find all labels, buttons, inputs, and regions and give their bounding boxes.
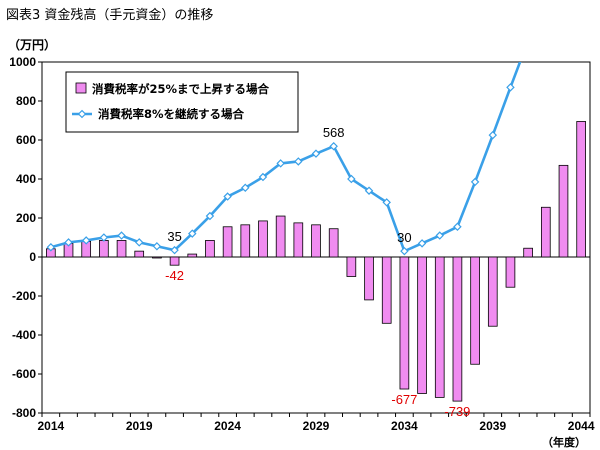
- line-marker: [241, 183, 250, 193]
- line-marker: [223, 192, 232, 201]
- bar: [116, 240, 127, 258]
- data-label: 35: [167, 229, 181, 244]
- bar: [381, 256, 392, 324]
- y-tick-label: -200: [12, 289, 36, 303]
- bar: [346, 256, 357, 277]
- x-tick-label: 2014: [37, 419, 64, 433]
- chart-title: 図表3 資金残高（手元資金）の推移: [6, 8, 214, 23]
- bar: [311, 224, 321, 258]
- bar: [328, 228, 339, 258]
- bar: [187, 253, 198, 258]
- y-tick-label: 600: [16, 133, 36, 147]
- y-tick-label: 1000: [9, 55, 36, 69]
- line-marker: [188, 229, 197, 238]
- line-marker: [347, 174, 356, 184]
- line-marker: [46, 243, 56, 252]
- line-marker: [329, 141, 338, 151]
- bar: [99, 240, 109, 258]
- line-marker: [435, 231, 444, 240]
- bar: [399, 256, 410, 390]
- plot-frame: [41, 61, 591, 414]
- line-marker: [470, 177, 480, 187]
- legend-label-line: 消費税率8%を継続する場合: [98, 107, 245, 121]
- line-marker: [506, 83, 515, 92]
- series-line: [50, 62, 522, 253]
- bar: [364, 256, 374, 301]
- data-label: -739: [444, 404, 470, 419]
- line-marker: [382, 198, 391, 207]
- data-label: 568: [323, 125, 345, 140]
- x-unit-label: （年度）: [542, 435, 586, 449]
- x-tick-label: 2044: [568, 419, 595, 433]
- line-marker: [134, 238, 144, 247]
- line-marker: [311, 149, 321, 158]
- line-marker: [64, 238, 73, 247]
- line-marker: [276, 159, 285, 168]
- line-marker: [205, 211, 215, 221]
- line-marker: [364, 186, 374, 195]
- x-tick-label: 2034: [391, 419, 418, 433]
- bar: [452, 256, 463, 402]
- y-unit-label: （万円）: [8, 38, 57, 52]
- line-marker: [81, 236, 91, 245]
- y-tick-label: 0: [29, 250, 36, 264]
- bar: [205, 240, 215, 258]
- bar: [293, 222, 304, 258]
- y-tick-label: -600: [12, 367, 36, 381]
- legend-box: [65, 71, 299, 133]
- y-tick-label: -800: [12, 406, 36, 420]
- bar: [275, 215, 286, 258]
- bar: [558, 164, 569, 258]
- x-tick-label: 2029: [303, 419, 330, 433]
- y-tick-label: -400: [12, 328, 36, 342]
- line-marker: [488, 130, 498, 140]
- x-tick-label: 2019: [126, 419, 153, 433]
- bar: [169, 256, 180, 266]
- line-marker: [294, 157, 303, 166]
- legend-label-bar: 消費税率が25%まで上昇する場合: [92, 82, 270, 96]
- bar: [470, 256, 480, 365]
- bar: [222, 226, 233, 258]
- line-marker: [400, 246, 409, 256]
- bar: [523, 247, 533, 258]
- bar: [576, 121, 586, 258]
- y-tick-label: 800: [16, 94, 36, 108]
- bar: [540, 206, 551, 258]
- x-tick-label: 2039: [479, 419, 506, 433]
- bar: [152, 256, 162, 259]
- x-tick-label: 2024: [214, 419, 241, 433]
- bar: [434, 256, 445, 398]
- data-label: -677: [391, 392, 417, 407]
- legend-swatch-bar: [75, 82, 87, 94]
- data-label: -42: [165, 268, 184, 283]
- line-marker: [117, 231, 126, 240]
- bar: [258, 220, 268, 258]
- bar: [417, 256, 427, 394]
- line-marker: [152, 242, 162, 251]
- line-marker: [453, 222, 462, 232]
- line-marker: [170, 245, 179, 255]
- bar: [487, 256, 498, 327]
- line-marker: [417, 239, 427, 248]
- data-label: 30: [397, 230, 411, 245]
- bar: [240, 224, 251, 258]
- y-tick-label: 200: [16, 211, 36, 225]
- legend-swatch-marker: [77, 109, 87, 119]
- bar: [505, 256, 516, 288]
- y-tick-label: 400: [16, 172, 36, 186]
- bar: [134, 250, 145, 258]
- line-marker: [99, 233, 109, 242]
- line-marker: [258, 172, 268, 182]
